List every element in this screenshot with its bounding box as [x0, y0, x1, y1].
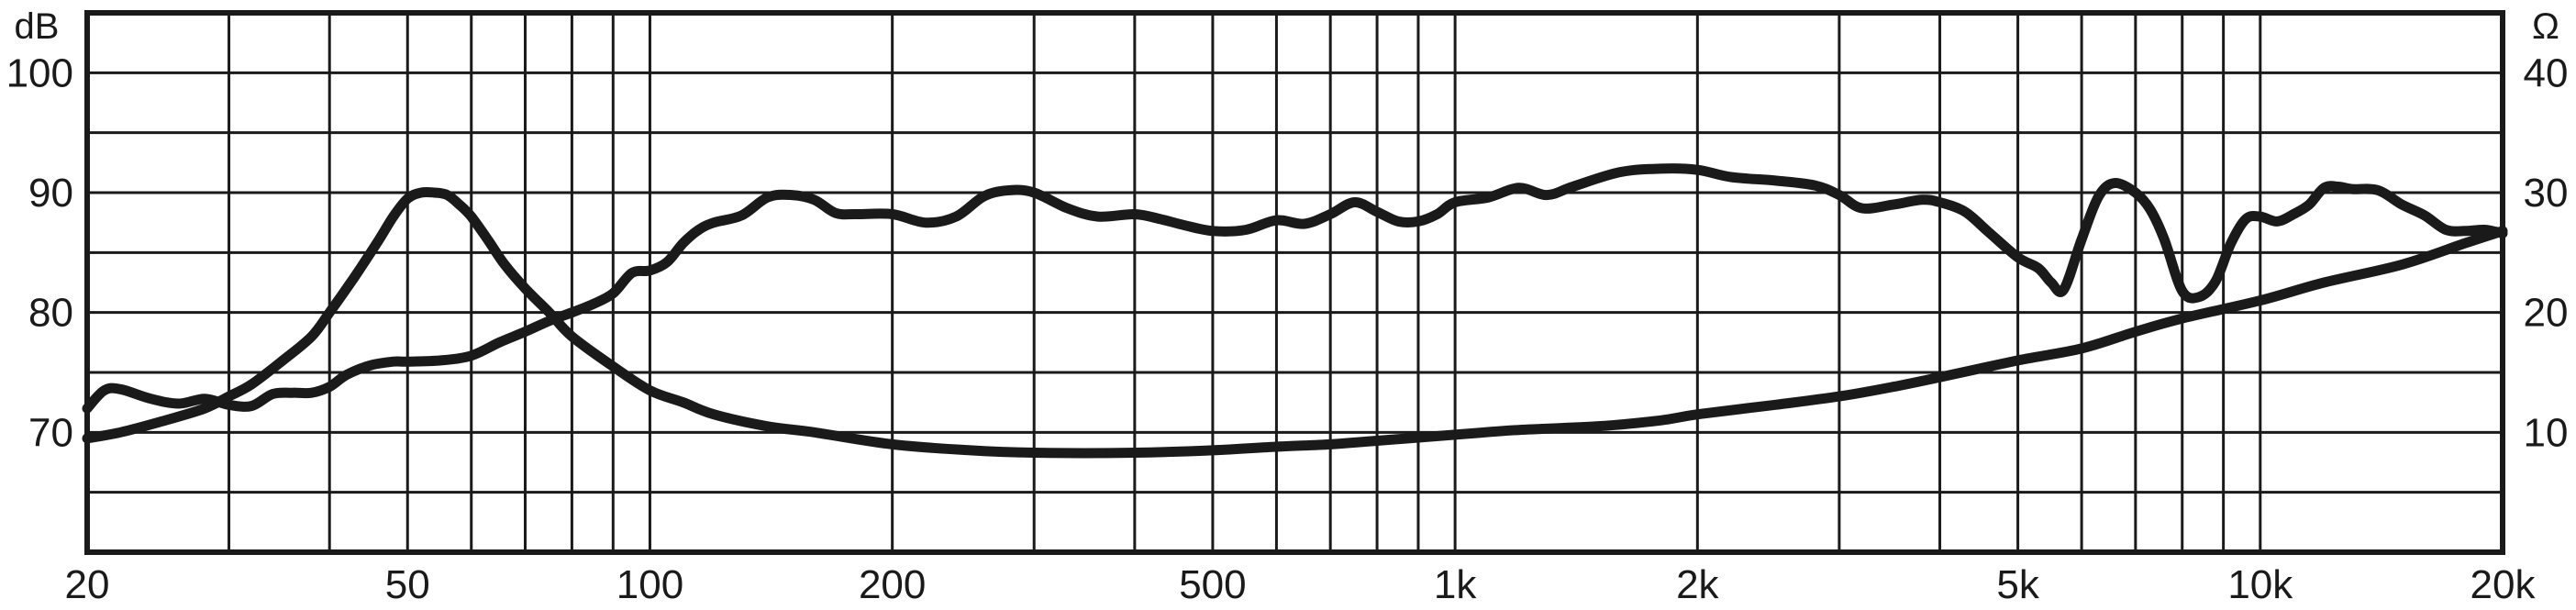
x-tick-label: 500	[1179, 562, 1246, 607]
left-axis-unit: dB	[15, 6, 60, 47]
x-tick-label: 2k	[1676, 562, 1719, 607]
x-tick-label: 10k	[2227, 562, 2293, 607]
grid	[87, 13, 2503, 552]
x-tick-label: 100	[616, 562, 683, 607]
x-tick-label: 20	[65, 562, 110, 607]
curves	[82, 163, 2508, 459]
right-axis-unit: Ω	[2532, 6, 2559, 47]
y-right-tick-label: 10	[2524, 410, 2569, 455]
spl-curve	[82, 163, 2508, 414]
x-tick-label: 20k	[2471, 562, 2537, 607]
y-right-tick-label: 20	[2524, 291, 2569, 336]
y-left-tick-label: 100	[6, 50, 73, 95]
x-tick-label: 5k	[1996, 562, 2039, 607]
x-tick-label: 1k	[1434, 562, 1477, 607]
y-right-tick-label: 30	[2524, 171, 2569, 216]
x-tick-label: 200	[859, 562, 926, 607]
y-left-tick-label: 90	[28, 171, 73, 216]
x-tick-label: 50	[385, 562, 430, 607]
plot-frame	[84, 10, 2505, 555]
y-right-tick-label: 40	[2524, 50, 2569, 95]
y-left-tick-label: 70	[28, 410, 73, 455]
impedance-curve	[82, 186, 2508, 459]
axis-labels: dB Ω 20 50 100 200 500 1k 2k 5k 10k 20k 70 80 90 100 1…	[6, 6, 2569, 607]
y-left-tick-label: 80	[28, 291, 73, 336]
